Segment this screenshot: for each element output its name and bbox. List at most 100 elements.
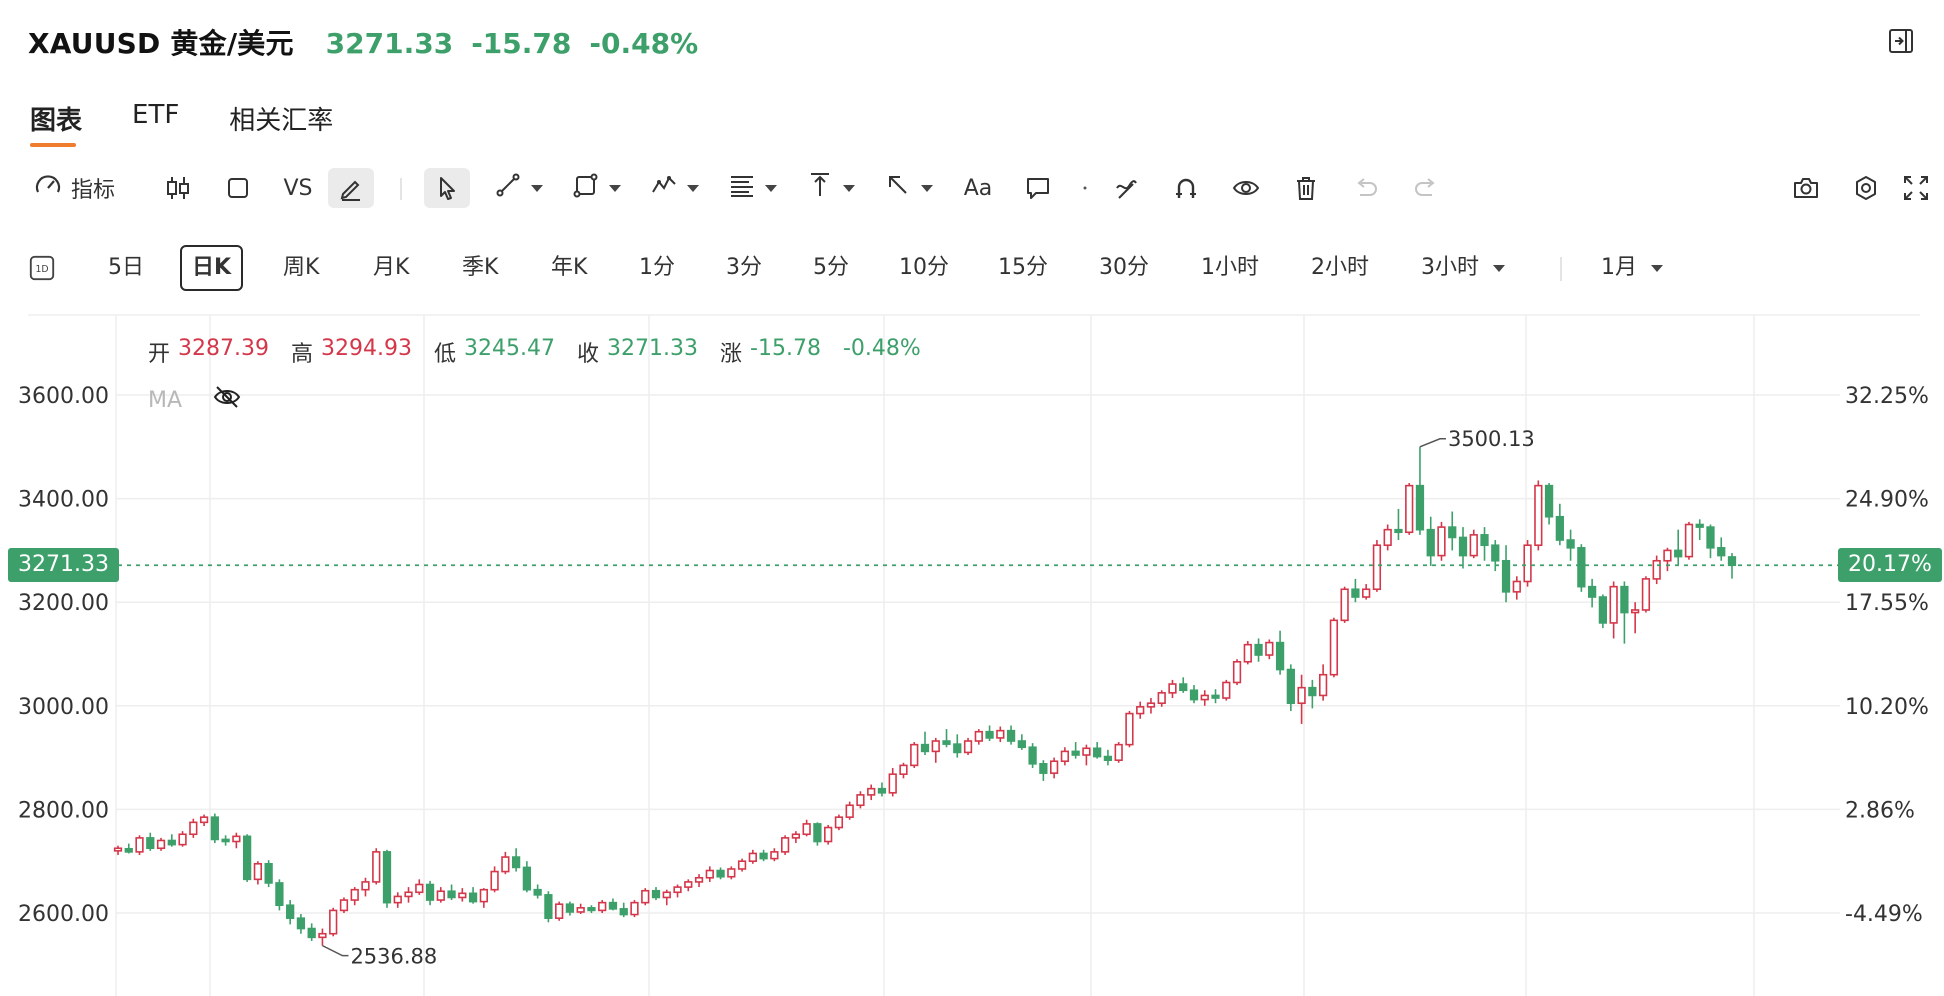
candle-body bbox=[490, 870, 499, 891]
candle-body bbox=[1674, 549, 1683, 558]
compare-button[interactable]: VS bbox=[276, 168, 320, 208]
indicator-button[interactable]: 指标 bbox=[28, 168, 120, 208]
min-price-label: 2536.88 bbox=[350, 945, 437, 969]
candle-body bbox=[834, 816, 844, 829]
candle-body bbox=[167, 839, 176, 846]
arrow-icon bbox=[883, 170, 913, 206]
candle-body bbox=[1695, 523, 1704, 528]
max-leader-line bbox=[1419, 438, 1446, 448]
percent-tick-label: -4.49% bbox=[1845, 902, 1923, 927]
candle-body bbox=[867, 787, 876, 796]
candle-body bbox=[275, 882, 284, 907]
candle-body bbox=[511, 856, 521, 869]
text-tool[interactable]: Aa bbox=[956, 168, 1000, 208]
collapse-panel-icon[interactable] bbox=[1888, 28, 1914, 54]
price-change-pct: -0.48% bbox=[589, 27, 699, 60]
comment-icon[interactable] bbox=[1016, 168, 1060, 208]
chevron-down-icon bbox=[609, 184, 621, 192]
cursor-icon[interactable] bbox=[424, 168, 470, 208]
period-yearly[interactable]: 年K bbox=[551, 255, 588, 280]
tab-etf[interactable]: ETF bbox=[132, 100, 180, 130]
period-3m[interactable]: 3分 bbox=[726, 255, 762, 280]
eye-off-icon[interactable] bbox=[212, 382, 242, 418]
tab-related-rates[interactable]: 相关汇率 bbox=[229, 106, 334, 136]
candle-body bbox=[770, 851, 779, 860]
price-change: -15.78 bbox=[471, 27, 572, 60]
period-2h[interactable]: 2小时 bbox=[1311, 255, 1369, 280]
period-15m[interactable]: 15分 bbox=[998, 255, 1048, 280]
measure-tool[interactable] bbox=[800, 168, 860, 208]
settings-icon[interactable] bbox=[1844, 168, 1888, 208]
candle-body bbox=[684, 881, 693, 888]
period-30m[interactable]: 30分 bbox=[1099, 255, 1149, 280]
period-3h-dropdown[interactable]: 3小时 bbox=[1421, 245, 1505, 291]
calendar-1d-icon[interactable]: 1D bbox=[28, 245, 56, 291]
arrow-tool[interactable] bbox=[878, 168, 938, 208]
line-tool[interactable] bbox=[488, 168, 548, 208]
low-label: 低 bbox=[434, 342, 457, 367]
eraser-icon[interactable] bbox=[1104, 168, 1148, 208]
magnet-icon[interactable] bbox=[1164, 168, 1208, 208]
pattern-tool[interactable] bbox=[644, 168, 704, 208]
candle-body bbox=[1727, 556, 1737, 567]
candle-body bbox=[619, 908, 628, 916]
candle-body bbox=[1717, 547, 1726, 557]
text-label: Aa bbox=[963, 175, 993, 201]
price-tick-label: 3400.00 bbox=[18, 488, 109, 513]
high-label: 高 bbox=[291, 342, 314, 367]
trash-icon[interactable] bbox=[1284, 168, 1328, 208]
candle-body bbox=[1211, 694, 1220, 699]
candle-body bbox=[544, 894, 553, 919]
square-icon[interactable] bbox=[218, 168, 258, 208]
candle-body bbox=[1308, 686, 1317, 697]
candle-body bbox=[565, 903, 575, 913]
symbol-title: XAUUSD 黄金/美元 bbox=[28, 27, 294, 60]
candlestick-icon[interactable] bbox=[158, 168, 198, 208]
candle-body bbox=[1168, 683, 1177, 694]
undo-icon[interactable] bbox=[1344, 168, 1388, 208]
candle-body bbox=[1275, 641, 1285, 671]
candle-body bbox=[1082, 747, 1091, 756]
candle-body bbox=[501, 856, 510, 873]
redo-icon[interactable] bbox=[1404, 168, 1448, 208]
candle-body bbox=[694, 876, 704, 883]
candle-body bbox=[221, 838, 230, 843]
period-5d[interactable]: 5日 bbox=[108, 255, 144, 280]
candle-body bbox=[1512, 580, 1521, 593]
current-pct-tag: 20.17% bbox=[1838, 548, 1942, 583]
candle-body bbox=[1534, 484, 1543, 547]
ma-label: MA bbox=[148, 387, 183, 413]
candle-body bbox=[1028, 746, 1037, 765]
eye-icon[interactable] bbox=[1224, 168, 1268, 208]
fullscreen-icon[interactable] bbox=[1896, 168, 1936, 208]
period-10m[interactable]: 10分 bbox=[899, 255, 949, 280]
period-1m[interactable]: 1分 bbox=[639, 255, 675, 280]
price-tick-label: 3000.00 bbox=[18, 695, 109, 720]
candle-body bbox=[1157, 692, 1166, 705]
candle-body bbox=[1114, 743, 1123, 761]
camera-icon[interactable] bbox=[1784, 168, 1828, 208]
candle-body bbox=[888, 773, 897, 794]
candle-body bbox=[1415, 484, 1425, 531]
period-daily[interactable]: 日K bbox=[180, 245, 244, 291]
candle-body bbox=[1017, 740, 1026, 749]
fib-tool[interactable] bbox=[722, 168, 782, 208]
shape-tool[interactable] bbox=[566, 168, 626, 208]
period-monthly[interactable]: 月K bbox=[373, 255, 410, 280]
period-1h[interactable]: 1小时 bbox=[1201, 255, 1259, 280]
period-range-dropdown[interactable]: 1月 bbox=[1601, 245, 1663, 291]
indicator-label: 指标 bbox=[70, 178, 115, 203]
candle-body bbox=[791, 833, 801, 839]
period-weekly[interactable]: 周K bbox=[283, 255, 320, 280]
candle-body bbox=[339, 899, 349, 912]
pen-icon[interactable] bbox=[328, 168, 374, 208]
tab-chart[interactable]: 图表 bbox=[30, 100, 82, 147]
period-quarterly[interactable]: 季K bbox=[462, 255, 499, 280]
candle-body bbox=[1448, 526, 1457, 539]
candle-body bbox=[587, 907, 596, 912]
candle-body bbox=[350, 888, 359, 901]
candle-body bbox=[824, 826, 833, 843]
change-value: -15.78 bbox=[750, 336, 821, 361]
period-5m[interactable]: 5分 bbox=[813, 255, 849, 280]
